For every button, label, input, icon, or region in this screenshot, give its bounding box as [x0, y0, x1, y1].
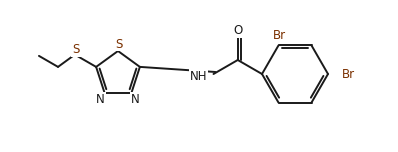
Text: N: N [131, 93, 140, 106]
Text: S: S [115, 38, 123, 50]
Text: S: S [72, 43, 80, 56]
Text: O: O [233, 24, 242, 38]
Text: Br: Br [273, 29, 286, 42]
Text: Br: Br [342, 67, 355, 81]
Text: N: N [96, 93, 105, 106]
Text: NH: NH [190, 69, 207, 83]
